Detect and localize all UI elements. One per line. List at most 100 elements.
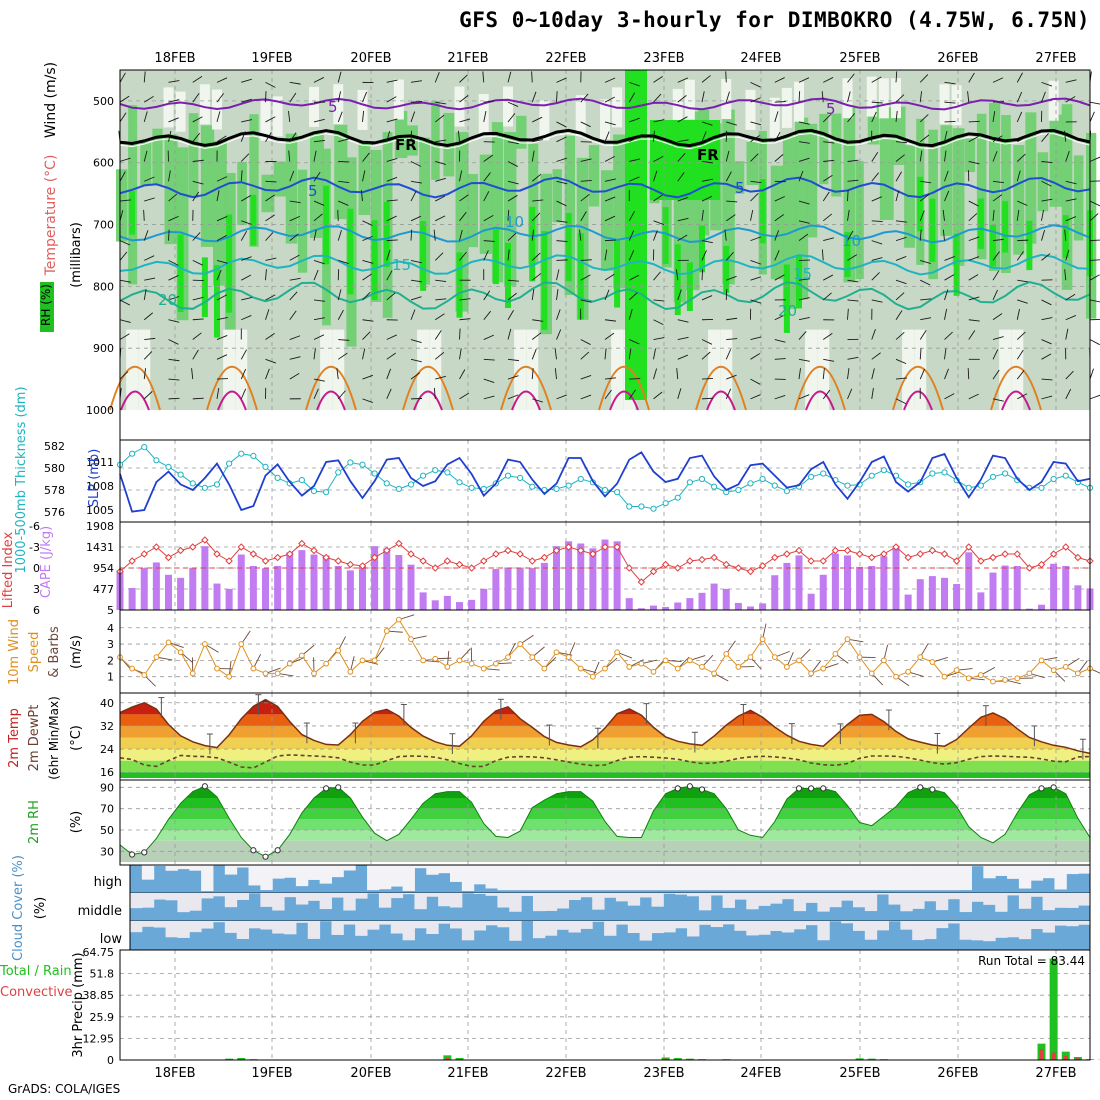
data-point	[965, 484, 972, 491]
rh-cell	[721, 79, 732, 120]
data-point	[1050, 475, 1057, 483]
contour-line	[892, 365, 944, 411]
cloud-cell	[876, 865, 890, 891]
cape-bar	[722, 588, 730, 610]
wind-barb	[992, 101, 1005, 103]
data-point	[941, 673, 948, 680]
cloud-cell	[876, 893, 890, 895]
data-point	[262, 853, 269, 860]
rh-cell	[552, 169, 562, 223]
cloud-cell	[592, 921, 605, 922]
wind-barb	[337, 352, 348, 360]
cloud-cell	[947, 865, 961, 891]
data-point	[371, 470, 378, 477]
rh-cell	[226, 214, 233, 313]
contour-line	[119, 253, 1091, 276]
cape-bar	[577, 543, 585, 610]
cloud-cell	[260, 921, 273, 930]
wind-barb	[313, 229, 317, 241]
wind-barb	[847, 254, 858, 261]
contour-label: 10	[505, 213, 524, 231]
data-point	[661, 560, 670, 569]
contour-line	[990, 365, 1042, 411]
wind-barb	[289, 254, 300, 261]
wind-barb	[847, 388, 853, 400]
wind-barb	[750, 259, 762, 265]
cape-tick-label: 5	[107, 604, 114, 617]
data-point	[1074, 670, 1081, 677]
wind-barb	[192, 332, 202, 340]
panel-frame	[119, 439, 1091, 523]
wind-barb	[434, 252, 444, 261]
wind-barb	[143, 111, 148, 123]
cloud-cell	[461, 921, 475, 941]
rh-cell	[539, 100, 550, 141]
wind-barb	[336, 368, 339, 380]
wind-barb	[435, 313, 445, 321]
wind-barb	[386, 249, 391, 261]
data-point	[408, 636, 414, 643]
below-surface-area	[120, 410, 1090, 440]
wind-barb	[265, 368, 270, 380]
rh-tick-label: 70	[100, 803, 114, 816]
cloud-cell	[260, 893, 273, 907]
data-point	[310, 546, 318, 555]
wind-barb	[944, 331, 953, 340]
wind-barb	[435, 195, 446, 202]
rh-cell	[541, 231, 548, 330]
wind-barb	[653, 299, 665, 302]
wind-barb	[1041, 198, 1053, 202]
data-point	[723, 650, 730, 657]
wind-tick-label: 4	[107, 622, 114, 635]
cloud-cell	[355, 921, 368, 936]
wind-barb	[192, 191, 200, 202]
rh-cell	[200, 125, 215, 247]
wind-barb	[823, 274, 834, 281]
wind-barb	[241, 315, 252, 321]
wind-barb	[386, 79, 398, 83]
cloud-cell	[248, 921, 261, 929]
cloud-cell	[947, 893, 961, 900]
wind-barb	[386, 118, 398, 123]
rh-cell	[977, 198, 984, 249]
cloud-cell	[390, 921, 404, 934]
wind-barb	[580, 121, 591, 128]
wind-barb	[920, 317, 932, 321]
wind-barb	[895, 377, 907, 380]
cape-bar	[419, 592, 427, 610]
data-point	[176, 546, 185, 555]
cape-bar	[152, 562, 160, 610]
wind-barb	[580, 179, 592, 182]
contour-line	[706, 390, 736, 411]
rh-cell	[383, 201, 390, 268]
wind-barb	[823, 141, 835, 144]
rh-cell	[1001, 115, 1011, 274]
rh-cell	[951, 85, 962, 126]
data-point	[420, 472, 427, 479]
wind-barb	[822, 368, 825, 380]
wind-barb	[507, 141, 519, 145]
wind-barb	[944, 150, 947, 162]
data-point	[443, 557, 452, 565]
rh-band	[120, 786, 1090, 788]
cloud-cell	[367, 865, 380, 891]
wind-barb	[435, 139, 447, 143]
rh-cell	[357, 89, 368, 130]
rh-cell	[431, 100, 440, 180]
wind-barb	[919, 193, 930, 202]
contour-label: 5	[826, 100, 836, 118]
data-point	[844, 636, 851, 643]
cloud-cell	[864, 893, 878, 912]
axis-label: Cloud Cover (%)	[11, 855, 26, 961]
wind-barb	[895, 220, 907, 223]
rh-cell	[577, 233, 584, 320]
rh-cell	[940, 125, 953, 236]
cloud-cell	[177, 921, 190, 938]
data-point	[601, 543, 609, 551]
data-point	[783, 664, 790, 670]
wind-barb	[847, 91, 851, 103]
data-point	[323, 489, 330, 496]
wind-barb	[216, 235, 227, 242]
cape-bar	[662, 606, 670, 610]
cloud-cell	[770, 865, 783, 891]
